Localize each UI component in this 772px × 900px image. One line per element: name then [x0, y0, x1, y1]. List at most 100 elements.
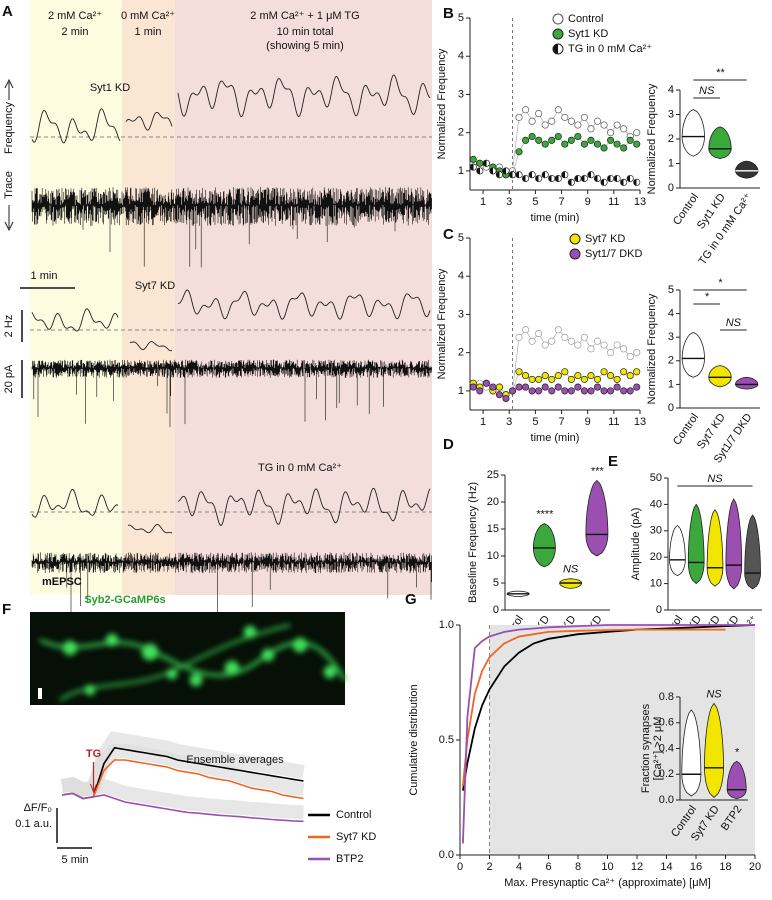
scale-label: 20 pA: [3, 364, 15, 393]
tg-arrowhead: [90, 783, 97, 794]
x-tick-label: 20: [749, 861, 761, 873]
x-tick-label: 1: [480, 416, 486, 428]
x-axis-label: Max. Presynaptic Ca²⁺ (approximate) [μM]: [504, 877, 711, 889]
violin: [687, 503, 705, 585]
significance: NS: [707, 473, 723, 485]
synapses: [39, 623, 347, 702]
y-tick-label: 30: [650, 525, 662, 537]
data-point: [574, 132, 582, 141]
data-point: [633, 349, 641, 357]
note: (showing 5 min): [266, 40, 344, 52]
data-point: [607, 174, 615, 183]
data-point: [587, 136, 595, 144]
x-tick-label: 0: [457, 861, 463, 873]
data-point: [593, 337, 602, 345]
frequency-trace: [177, 74, 431, 118]
y-axis-label: Normalized Frequency: [436, 268, 448, 379]
panel-a: A 2 mM Ca²⁺ 2 min 0 mM Ca²⁺ 1 min 2 mM C…: [2, 0, 432, 619]
x-tick-label: 13: [634, 196, 646, 208]
duration: 10 min total: [277, 26, 334, 38]
data-point: [587, 372, 595, 380]
data-point: [613, 375, 621, 383]
data-point: [574, 383, 582, 391]
axis-label: Frequency: [3, 102, 15, 154]
y-tick-label: 1: [668, 157, 674, 169]
axis-label: Trace: [3, 171, 15, 199]
data-point: [607, 387, 615, 395]
data-point: [633, 178, 641, 186]
significance: *: [735, 746, 740, 758]
violin: [708, 365, 732, 388]
x-axis-label: time (min): [531, 432, 580, 444]
y-tick-label: 2: [458, 127, 464, 139]
data-point: [561, 113, 569, 121]
data-point: [567, 337, 575, 345]
y-tick-label: 10: [487, 550, 499, 562]
data-point: [554, 174, 562, 183]
data-point: [548, 375, 556, 383]
x-tick-label: 3: [506, 416, 512, 428]
frequency-trace: [31, 489, 119, 518]
x-tick-label: 11: [608, 196, 619, 208]
legend-label: Syt1/7 DKD: [585, 248, 643, 260]
frequency-trace: [127, 524, 173, 534]
y-tick-label: 1: [668, 378, 674, 390]
significance: *: [705, 291, 710, 303]
data-point: [528, 117, 536, 125]
significance: NS: [563, 564, 579, 576]
violin: [735, 160, 759, 179]
y-tick-label: 0: [656, 604, 662, 616]
violin: [708, 126, 732, 160]
significance: NS: [726, 317, 742, 329]
data-point: [574, 341, 582, 349]
data-point: [587, 171, 595, 179]
data-point: [593, 375, 602, 383]
x-tick-label: 2: [486, 861, 492, 873]
data-point: [515, 171, 523, 179]
data-point: [587, 345, 595, 353]
legend-marker: [569, 248, 581, 260]
data-point: [535, 174, 543, 183]
legend-marker: [552, 43, 564, 55]
violin: [706, 508, 724, 587]
scale-label: 5 min: [62, 854, 89, 866]
cdf-line: [462, 624, 755, 844]
panel-f-image: Syb2-GCaMP6s: [30, 594, 347, 705]
legend-label: Control: [336, 809, 371, 821]
violin: [681, 332, 705, 378]
data-point: [620, 178, 628, 186]
data-point: [522, 136, 530, 144]
data-point: [626, 352, 634, 361]
y-tick-label: 20: [487, 496, 499, 508]
x-tick-label: 9: [585, 196, 591, 208]
cdf-line: [462, 624, 756, 791]
violin: [585, 479, 609, 557]
data-point: [633, 140, 641, 148]
x-tick-label: 9: [585, 416, 591, 428]
mepsc-trace: [31, 552, 432, 619]
data-point: [502, 394, 510, 403]
y-tick-label: 25: [487, 469, 499, 481]
trace-label: TG in 0 mM Ca²⁺: [258, 462, 342, 474]
violin: [704, 702, 724, 798]
data-point: [548, 174, 556, 183]
data-point: [541, 171, 549, 179]
data-point: [626, 136, 634, 144]
y-tick-label: 3: [458, 88, 464, 100]
data-point: [522, 383, 530, 391]
significance: NS: [699, 85, 715, 97]
data-point: [567, 375, 575, 383]
y-tick-label: 2: [668, 355, 674, 367]
data-point: [548, 136, 556, 144]
panel-label: C: [443, 226, 454, 243]
data-point: [522, 106, 530, 114]
error-band: [60, 744, 305, 797]
y-tick-label: 40: [650, 498, 662, 510]
y-tick-label: 5: [493, 577, 499, 589]
data-point: [469, 155, 477, 163]
panel-label: F: [2, 601, 11, 618]
legend-marker: [552, 28, 564, 40]
x-tick-label: 13: [634, 416, 646, 428]
condition: 0 mM Ca²⁺: [121, 10, 175, 22]
